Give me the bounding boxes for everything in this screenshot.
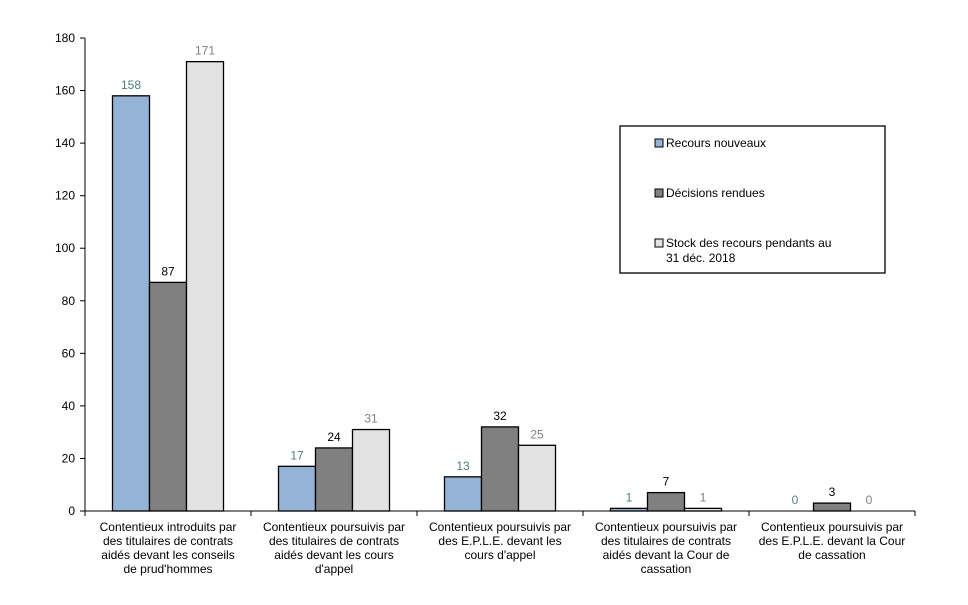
data-label: 1 — [700, 490, 707, 504]
data-label: 24 — [327, 430, 341, 444]
legend-entry: Stock des recours pendants au 31 déc. 201… — [666, 236, 831, 265]
legend-swatch — [654, 138, 664, 148]
x-category-label-line: Contentieux poursuivis par — [595, 520, 737, 534]
data-label: 13 — [456, 459, 470, 473]
bar-series-2-cat-0 — [185, 61, 225, 512]
x-category-label-line: aidés devant les cours — [274, 548, 393, 562]
x-category-label-line: Contentieux introduits par — [100, 520, 237, 534]
x-category-label: Contentieux poursuivis par des titulaires… — [595, 520, 737, 576]
bar-series-1-cat-1 — [314, 447, 354, 512]
bars — [111, 61, 852, 512]
y-axis: 0 20 40 60 80 100 120 140 160 180 — [55, 31, 86, 518]
x-category-label-line: d'appel — [315, 562, 353, 576]
y-tick-label: 40 — [62, 399, 76, 413]
x-category-label-line: de prud'hommes — [123, 562, 212, 576]
data-label: 3 — [829, 485, 836, 499]
data-label: 87 — [161, 264, 175, 278]
y-tick-label: 120 — [55, 189, 75, 203]
x-category-label: Contentieux poursuivis par des E.P.L.E. d… — [759, 520, 906, 562]
legend-box — [619, 125, 886, 274]
data-label: 25 — [530, 427, 544, 441]
bar-series-2-cat-2 — [517, 444, 557, 512]
bar-series-1-cat-0 — [148, 281, 188, 512]
legend-entry: Recours nouveaux — [666, 136, 766, 150]
data-label: 1 — [626, 490, 633, 504]
x-category-label-line: des E.P.L.E. devant les — [438, 534, 561, 548]
x-category-label-line: des titulaires de contrats — [103, 534, 233, 548]
y-tick-label: 20 — [62, 451, 76, 465]
y-tick-label: 160 — [55, 84, 75, 98]
legend-entry-line: 31 déc. 2018 — [666, 251, 736, 265]
x-category-label-line: des titulaires de contrats — [269, 534, 399, 548]
data-label: 7 — [663, 475, 670, 489]
y-tick-label: 60 — [62, 346, 76, 360]
bar-series-1-cat-3 — [646, 491, 686, 512]
bar-series-0-cat-1 — [277, 465, 317, 512]
x-category-label-line: des E.P.L.E. devant la Cour — [759, 534, 906, 548]
y-tick-label: 180 — [55, 31, 75, 45]
x-category-label-line: Contentieux poursuivis par — [429, 520, 571, 534]
legend-entry: Décisions rendues — [666, 186, 765, 200]
x-category-label: Contentieux poursuivis par des E.P.L.E. d… — [429, 520, 571, 562]
y-tick-label: 100 — [55, 241, 75, 255]
x-category-label-line: aidés devant la Cour de — [603, 548, 730, 562]
data-label: 171 — [195, 44, 215, 58]
y-tick-label: 80 — [62, 294, 76, 308]
bar-series-0-cat-2 — [443, 476, 483, 512]
x-category-label-line: cassation — [641, 562, 692, 576]
data-label: 32 — [493, 409, 507, 423]
x-category-label: Contentieux introduits par des titulaires… — [100, 520, 237, 576]
x-category-label: Contentieux poursuivis par des titulaires… — [263, 520, 405, 576]
x-category-label-line: Contentieux poursuivis par — [761, 520, 903, 534]
legend-swatch — [654, 238, 664, 248]
data-label: 0 — [792, 493, 799, 507]
data-label: 0 — [866, 493, 873, 507]
bar-series-1-cat-4 — [812, 502, 852, 512]
bar-series-1-cat-2 — [480, 426, 520, 512]
data-label: 31 — [364, 412, 378, 426]
bar-series-0-cat-0 — [111, 95, 151, 512]
x-category-label-line: de cassation — [798, 548, 865, 562]
x-category-label-line: cours d'appel — [464, 548, 535, 562]
x-axis: Contentieux introduits par des titulaires… — [84, 510, 916, 576]
x-category-label-line: des titulaires de contrats — [601, 534, 731, 548]
bar-series-2-cat-1 — [351, 428, 391, 512]
legend: Recours nouveaux Décisions rendues Stock d… — [619, 125, 886, 274]
legend-swatch — [654, 188, 664, 198]
legend-entry-line: Stock des recours pendants au — [666, 236, 831, 250]
data-label: 17 — [290, 448, 304, 462]
x-category-label-line: aidés devant les conseils — [101, 548, 234, 562]
data-label: 158 — [121, 78, 141, 92]
y-tick-label: 140 — [55, 136, 75, 150]
x-category-label-line: Contentieux poursuivis par — [263, 520, 405, 534]
y-tick-label: 0 — [68, 504, 75, 518]
